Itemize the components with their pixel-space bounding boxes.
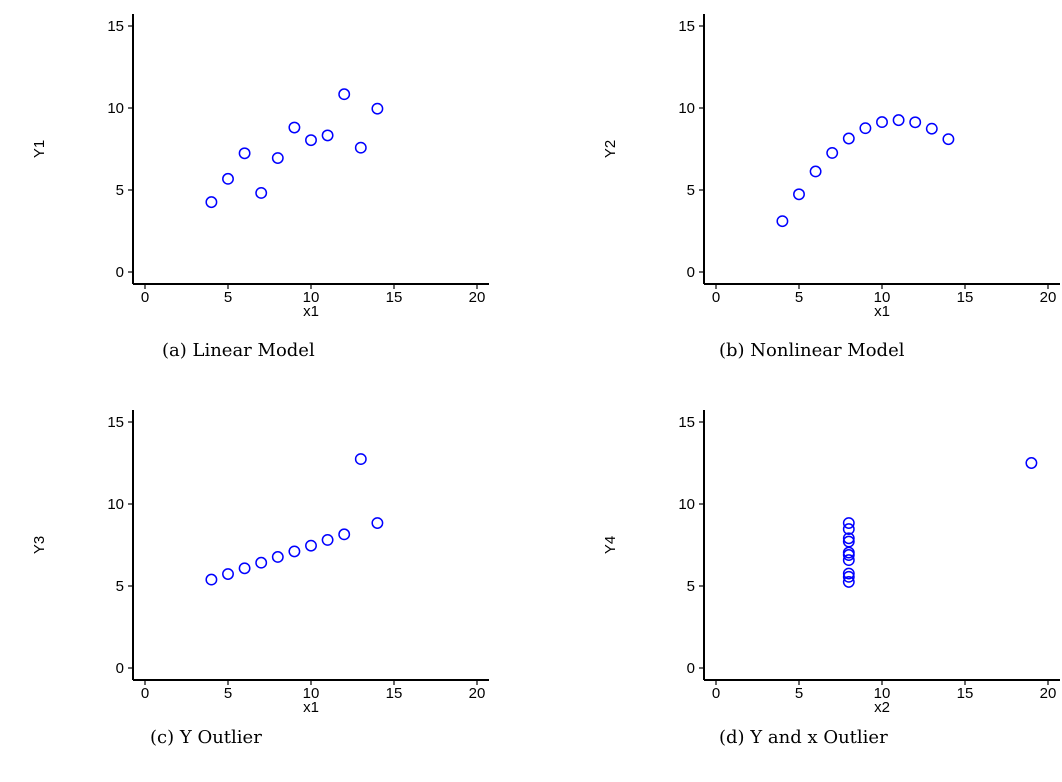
data-point <box>776 215 789 228</box>
y-tick-label: 5 <box>116 182 124 199</box>
data-point <box>842 575 855 588</box>
y-tick-label: 15 <box>678 414 695 431</box>
x-tick-label: 15 <box>957 289 974 306</box>
data-point <box>338 88 351 101</box>
x-tick-label: 5 <box>224 289 232 306</box>
data-point <box>909 116 922 129</box>
data-point <box>288 545 301 558</box>
data-point <box>238 147 251 160</box>
x-axis-label: x1 <box>303 699 319 716</box>
data-point <box>842 546 855 559</box>
x-tick-label: 20 <box>469 685 486 702</box>
data-point <box>288 121 301 134</box>
data-point <box>942 133 955 146</box>
y-axis-label: Y4 <box>602 536 619 554</box>
data-point <box>842 570 855 583</box>
x-tick-label: 10 <box>303 685 320 702</box>
y-axis-label: Y1 <box>31 140 48 158</box>
y-tick-label: 15 <box>678 18 695 35</box>
data-point <box>222 568 234 580</box>
data-point <box>205 196 218 209</box>
y-tick-label: 15 <box>107 414 124 431</box>
x-tick-label: 15 <box>386 289 403 306</box>
data-point <box>321 533 334 546</box>
y-tick-label: 10 <box>678 496 695 513</box>
y-tick-label: 0 <box>116 660 124 677</box>
data-point <box>876 116 888 129</box>
data-point <box>826 146 839 159</box>
y-tick-label: 10 <box>107 100 124 117</box>
data-point <box>321 129 334 142</box>
scatter-plot-a: 0 5 10 15 0 5 10 15 20 x1 Y1 <box>31 14 489 320</box>
y-tick-label: 0 <box>687 660 695 677</box>
x-tick-label: 15 <box>386 685 403 702</box>
x-tick-label: 5 <box>795 289 803 306</box>
caption-c: (c) Y Outlier <box>150 727 262 748</box>
data-point <box>371 102 384 115</box>
data-point <box>255 187 268 199</box>
data-point <box>842 517 855 529</box>
caption-d: (d) Y and x Outlier <box>719 727 888 748</box>
x-tick-label: 20 <box>469 289 486 306</box>
x-axis-label: x1 <box>303 303 319 320</box>
y-tick-label: 10 <box>678 100 695 117</box>
x-tick-label: 10 <box>303 289 320 306</box>
x-axis-label: x2 <box>874 699 890 716</box>
scatter-plot-c: 0 5 10 15 0 5 10 15 20 x1 Y3 <box>31 410 489 716</box>
data-point <box>238 562 251 575</box>
x-tick-label: 0 <box>141 289 149 306</box>
scatter-plot-b: 0 5 10 15 0 5 10 15 20 x1 Y2 <box>602 14 1060 320</box>
y-axis-label: Y3 <box>31 536 48 554</box>
caption-a: (a) Linear Model <box>162 340 315 361</box>
data-point <box>271 551 284 563</box>
x-tick-label: 0 <box>141 685 149 702</box>
panel-y-and-x-outlier: 0 5 10 15 0 5 10 15 20 x2 Y4 (d) Y and x Outlier <box>571 396 1062 772</box>
data-point <box>842 523 855 536</box>
caption-b: (b) Nonlinear Model <box>719 340 905 361</box>
x-tick-label: 10 <box>874 289 891 306</box>
panel-linear-model: 0 5 10 15 0 5 10 15 20 x1 Y1 (a) Linear Model <box>0 0 491 376</box>
data-point <box>859 122 872 135</box>
y-tick-label: 0 <box>687 264 695 281</box>
panel-nonlinear-model: 0 5 10 15 0 5 10 15 20 x1 Y2 (b) Nonlinear Model <box>571 0 1062 376</box>
data-point <box>305 134 317 147</box>
x-tick-label: 20 <box>1040 289 1057 306</box>
data-point <box>793 188 805 201</box>
y-tick-label: 15 <box>107 18 124 35</box>
x-tick-label: 5 <box>224 685 232 702</box>
data-point <box>354 141 367 154</box>
data-point <box>338 528 351 541</box>
x-tick-label: 0 <box>712 289 720 306</box>
x-tick-label: 15 <box>957 685 974 702</box>
data-point <box>842 549 855 561</box>
y-tick-label: 0 <box>116 264 124 281</box>
data-point <box>842 532 855 545</box>
data-point <box>222 172 234 185</box>
data-point <box>809 165 822 178</box>
data-point <box>925 122 938 135</box>
x-tick-label: 0 <box>712 685 720 702</box>
y-tick-label: 5 <box>687 182 695 199</box>
y-tick-label: 5 <box>687 578 695 595</box>
data-point <box>842 567 855 580</box>
data-point <box>354 453 367 466</box>
x-tick-label: 5 <box>795 685 803 702</box>
y-axis-label: Y2 <box>602 140 619 158</box>
data-point <box>371 517 384 529</box>
data-point <box>892 114 905 127</box>
data-point <box>842 132 855 145</box>
x-axis-label: x1 <box>874 303 890 320</box>
data-point <box>205 573 218 586</box>
data-point <box>1025 457 1038 469</box>
data-point <box>271 152 284 164</box>
x-tick-label: 10 <box>874 685 891 702</box>
y-tick-label: 5 <box>116 578 124 595</box>
data-point <box>255 556 268 569</box>
panel-y-outlier: 0 5 10 15 0 5 10 15 20 x1 Y3 (c) Y Outlier <box>0 396 491 772</box>
x-tick-label: 20 <box>1040 685 1057 702</box>
data-point <box>842 554 855 567</box>
y-tick-label: 10 <box>107 496 124 513</box>
scatter-plot-d: 0 5 10 15 0 5 10 15 20 x2 Y4 <box>602 410 1060 716</box>
data-point <box>305 539 317 552</box>
